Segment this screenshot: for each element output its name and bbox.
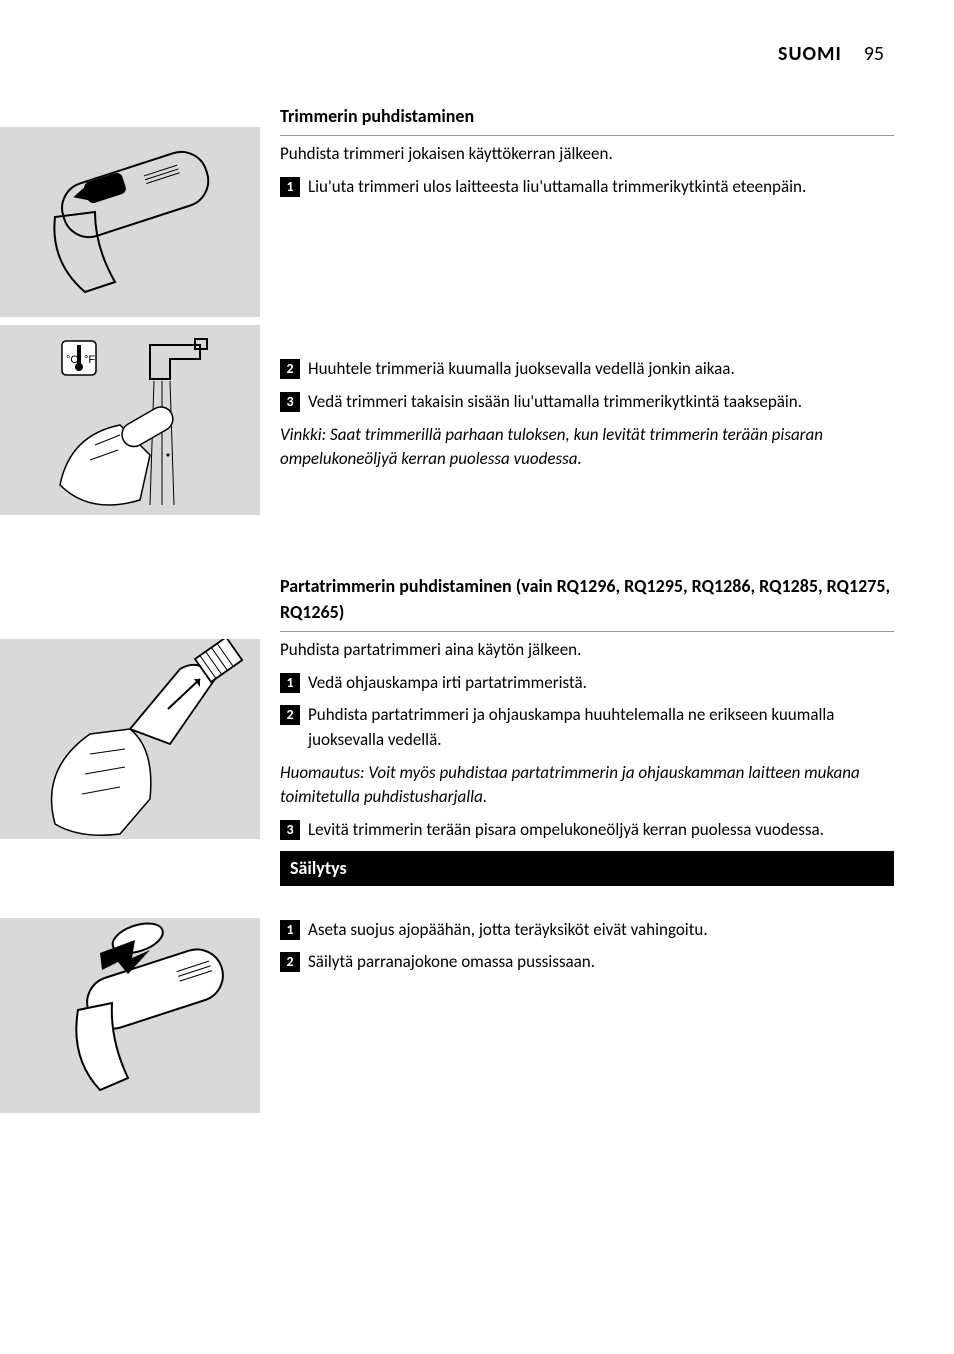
header-language: SUOMI: [778, 40, 842, 69]
intro-beard-trimmer: Puhdista partatrimmeri aina käytön jälke…: [280, 638, 894, 663]
step-text: Huuhtele trimmeriä kuumalla juoksevalla …: [308, 357, 894, 382]
step-1-storage: 1 Aseta suojus ajopäähän, jotta teräyksi…: [280, 918, 894, 943]
step-3: 3 Vedä trimmeri takaisin sisään liu'utta…: [280, 390, 894, 415]
illustration-beard-trimmer: [0, 639, 260, 839]
shaver-slide-icon: [0, 127, 260, 317]
section-bar-storage: Säilytys: [280, 851, 894, 886]
intro-trimmer: Puhdista trimmeri jokaisen käyttökerran …: [280, 142, 894, 167]
step-number: 3: [280, 820, 300, 840]
rinse-tap-icon: °C °F: [0, 325, 260, 515]
step-text: Puhdista partatrimmeri ja ohjauskampa hu…: [308, 703, 894, 752]
beard-trimmer-icon: [0, 639, 260, 839]
step-text: Aseta suojus ajopäähän, jotta teräyksikö…: [308, 918, 894, 943]
step-number: 1: [280, 177, 300, 197]
step-text: Säilytä parranajokone omassa pussissaan.: [308, 950, 894, 975]
step-text: Levitä trimmerin terään pisara ompelukon…: [308, 818, 894, 843]
step-number: 3: [280, 392, 300, 412]
tip-trimmer: Vinkki: Saat trimmerillä parhaan tulokse…: [280, 423, 894, 472]
step-text: Vedä ohjauskampa irti partatrimmeristä.: [308, 671, 894, 696]
step-number: 2: [280, 705, 300, 725]
note-beard-trimmer: Huomautus: Voit myös puhdistaa partatrim…: [280, 761, 894, 810]
step-number: 2: [280, 359, 300, 379]
step-number: 1: [280, 673, 300, 693]
step-number: 2: [280, 952, 300, 972]
section-trimmer-cleaning: °C °F: [0, 99, 894, 523]
storage-cap-icon: [0, 918, 260, 1113]
step-1-beard: 1 Vedä ohjauskampa irti partatrimmeristä…: [280, 671, 894, 696]
step-2: 2 Huuhtele trimmeriä kuumalla juoksevall…: [280, 357, 894, 382]
header-page-number: 95: [864, 40, 884, 69]
step-text: Vedä trimmeri takaisin sisään liu'uttama…: [308, 390, 894, 415]
illustration-storage: [0, 918, 260, 1113]
step-1: 1 Liu'uta trimmeri ulos laitteesta liu'u…: [280, 175, 894, 200]
section-beard-trimmer-cleaning: Partatrimmerin puhdistaminen (vain RQ129…: [0, 569, 894, 900]
page-header: SUOMI 95: [0, 40, 894, 69]
illustration-slide-trimmer: [0, 127, 260, 317]
section-storage: 1 Aseta suojus ajopäähän, jotta teräyksi…: [0, 918, 894, 1121]
illustration-rinse-trimmer: °C °F: [0, 325, 260, 515]
step-text: Liu'uta trimmeri ulos laitteesta liu'utt…: [308, 175, 894, 200]
step-3-beard: 3 Levitä trimmerin terään pisara ompeluk…: [280, 818, 894, 843]
step-number: 1: [280, 920, 300, 940]
step-2-storage: 2 Säilytä parranajokone omassa pussissaa…: [280, 950, 894, 975]
section-title-beard-trimmer: Partatrimmerin puhdistaminen (vain RQ129…: [280, 569, 894, 632]
svg-text:°F: °F: [84, 354, 95, 366]
step-2-beard: 2 Puhdista partatrimmeri ja ohjauskampa …: [280, 703, 894, 752]
section-title-trimmer: Trimmerin puhdistaminen: [280, 99, 894, 136]
